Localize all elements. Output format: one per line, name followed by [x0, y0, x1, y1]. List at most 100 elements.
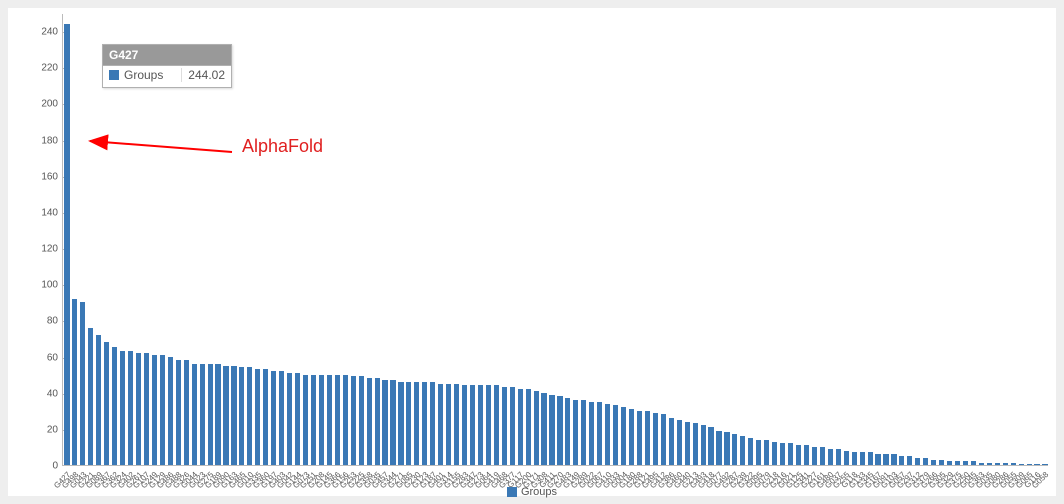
bar[interactable] [979, 463, 984, 465]
bar[interactable] [327, 375, 332, 465]
bar[interactable] [637, 411, 642, 465]
bar[interactable] [215, 364, 220, 465]
bar[interactable] [454, 384, 459, 465]
bar[interactable] [907, 456, 912, 465]
bar[interactable] [518, 389, 523, 465]
bar[interactable] [804, 445, 809, 465]
bar[interactable] [72, 299, 77, 465]
bar[interactable] [732, 434, 737, 465]
bar[interactable] [104, 342, 109, 465]
bar[interactable] [223, 366, 228, 465]
bar[interactable] [438, 384, 443, 465]
bar[interactable] [335, 375, 340, 465]
bar[interactable] [470, 385, 475, 465]
bar[interactable] [239, 367, 244, 465]
bar[interactable] [549, 395, 554, 466]
bar[interactable] [685, 422, 690, 465]
bar[interactable] [573, 400, 578, 465]
bar[interactable] [621, 407, 626, 465]
bar[interactable] [303, 375, 308, 465]
bar[interactable] [883, 454, 888, 465]
bar[interactable] [319, 375, 324, 465]
bar[interactable] [891, 454, 896, 465]
bar[interactable] [271, 371, 276, 465]
bar[interactable] [780, 443, 785, 465]
bar[interactable] [589, 402, 594, 465]
bar[interactable] [947, 461, 952, 465]
bar[interactable] [144, 353, 149, 465]
bar[interactable] [446, 384, 451, 465]
bar[interactable] [1034, 464, 1039, 465]
bar[interactable] [526, 389, 531, 465]
bar[interactable] [406, 382, 411, 465]
bar[interactable] [748, 438, 753, 465]
bar[interactable] [96, 335, 101, 465]
bar[interactable] [875, 454, 880, 465]
bar[interactable] [160, 355, 165, 465]
bar[interactable] [502, 387, 507, 465]
bar[interactable] [1019, 464, 1024, 465]
bar[interactable] [120, 351, 125, 465]
bar[interactable] [581, 400, 586, 465]
bar[interactable] [629, 409, 634, 465]
bar[interactable] [414, 382, 419, 465]
bar[interactable] [860, 452, 865, 465]
bar[interactable] [176, 360, 181, 465]
bar[interactable] [1042, 464, 1047, 465]
bar[interactable] [899, 456, 904, 465]
bar[interactable] [136, 353, 141, 465]
bar[interactable] [208, 364, 213, 465]
bar[interactable] [200, 364, 205, 465]
bar[interactable] [343, 375, 348, 465]
bar[interactable] [192, 364, 197, 465]
bar[interactable] [764, 440, 769, 465]
bar[interactable] [359, 376, 364, 465]
bar[interactable] [478, 385, 483, 465]
bar[interactable] [255, 369, 260, 465]
bar[interactable] [844, 451, 849, 465]
bar[interactable] [756, 440, 761, 465]
bar[interactable] [541, 393, 546, 465]
bar[interactable] [597, 402, 602, 465]
bar[interactable] [605, 404, 610, 465]
bar[interactable] [422, 382, 427, 465]
bar[interactable] [852, 452, 857, 465]
bar[interactable] [64, 24, 69, 465]
bar[interactable] [287, 373, 292, 465]
bar[interactable] [534, 391, 539, 465]
bar[interactable] [828, 449, 833, 465]
bar[interactable] [494, 385, 499, 465]
bar[interactable] [1003, 463, 1008, 465]
bar[interactable] [788, 443, 793, 465]
bar[interactable] [184, 360, 189, 465]
bar[interactable] [923, 458, 928, 465]
bar[interactable] [390, 380, 395, 465]
bar[interactable] [645, 411, 650, 465]
bar[interactable] [716, 431, 721, 465]
bar[interactable] [382, 380, 387, 465]
bar[interactable] [701, 425, 706, 465]
bar[interactable] [375, 378, 380, 465]
bar[interactable] [653, 413, 658, 465]
bar[interactable] [955, 461, 960, 465]
bar[interactable] [462, 385, 467, 465]
bar[interactable] [724, 432, 729, 465]
bar[interactable] [971, 461, 976, 465]
bar[interactable] [486, 385, 491, 465]
bar[interactable] [868, 452, 873, 465]
bar[interactable] [168, 357, 173, 465]
bar[interactable] [510, 387, 515, 465]
bar[interactable] [995, 463, 1000, 465]
bar[interactable] [708, 427, 713, 465]
bar[interactable] [367, 378, 372, 465]
bar[interactable] [430, 382, 435, 465]
bar[interactable] [693, 423, 698, 465]
bar[interactable] [820, 447, 825, 465]
bar[interactable] [311, 375, 316, 465]
bar[interactable] [669, 418, 674, 465]
bar[interactable] [1027, 464, 1032, 465]
bar[interactable] [987, 463, 992, 465]
bar[interactable] [247, 367, 252, 465]
bar[interactable] [812, 447, 817, 465]
bar[interactable] [836, 449, 841, 465]
